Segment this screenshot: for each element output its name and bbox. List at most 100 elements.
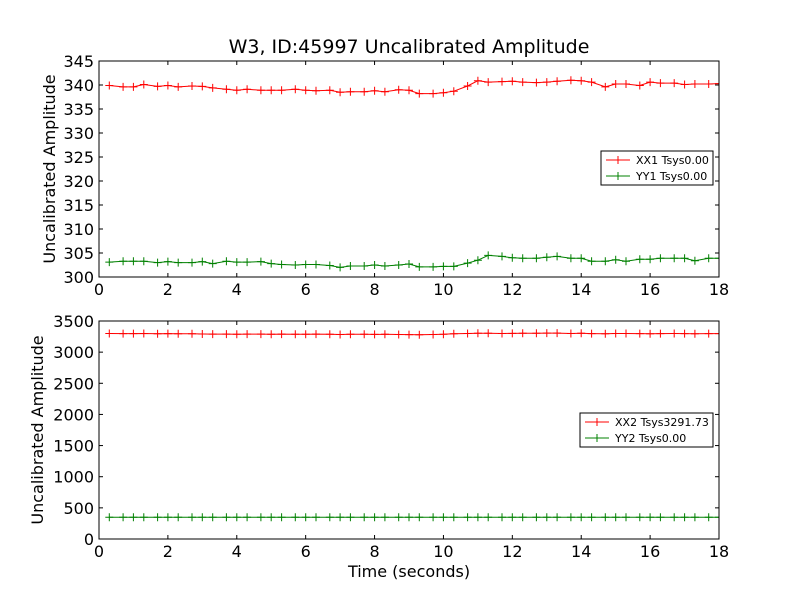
data-point-marker — [222, 513, 231, 522]
data-point-marker — [370, 86, 379, 95]
x-tick-label: 18 — [709, 542, 729, 561]
data-point-marker — [256, 330, 265, 339]
data-point-marker — [360, 513, 369, 522]
data-point-marker — [198, 82, 207, 91]
data-point-marker — [611, 80, 620, 88]
data-point-marker — [405, 513, 413, 522]
data-point-marker — [380, 513, 389, 522]
data-point-marker — [429, 330, 438, 339]
data-point-marker — [601, 329, 610, 338]
data-point-marker — [208, 259, 217, 268]
data-point-marker — [153, 82, 162, 91]
x-tick-label: 2 — [163, 280, 173, 299]
data-point-marker — [360, 262, 369, 270]
x-tick-label: 12 — [502, 542, 522, 561]
x-tick-label: 18 — [709, 280, 729, 299]
data-point-marker — [129, 329, 138, 338]
data-point-marker — [256, 257, 265, 266]
data-point-marker — [198, 257, 207, 266]
legend-box — [579, 412, 714, 448]
data-point-marker — [291, 261, 300, 269]
data-point-marker — [346, 262, 355, 270]
legend-label: YY2 Tsys0.00 — [614, 432, 686, 445]
data-point-marker — [439, 330, 448, 339]
data-point-marker — [473, 329, 482, 338]
data-point-marker — [542, 78, 551, 87]
data-point-marker — [680, 329, 689, 338]
data-point-marker — [129, 513, 138, 522]
legend: XX2 Tsys3291.73 YY2 Tsys0.00 — [579, 412, 714, 448]
data-point-marker — [129, 82, 138, 91]
data-point-marker — [163, 257, 172, 266]
data-point-marker — [577, 76, 586, 85]
data-point-marker — [635, 513, 644, 522]
data-point-marker — [188, 258, 196, 267]
plot-frame — [98, 320, 720, 540]
data-point-marker — [405, 330, 413, 339]
chart-title: W3, ID:45997 Uncalibrated Amplitude — [229, 36, 590, 58]
legend-label: XX2 Tsys3291.73 — [615, 416, 709, 429]
legend-label: XX1 Tsys0.00 — [636, 154, 709, 167]
y-tick-label: 3000 — [53, 343, 94, 362]
data-point-marker — [690, 80, 699, 88]
data-point-marker — [587, 513, 596, 522]
data-point-marker — [256, 513, 265, 522]
y-tick-label: 300 — [63, 268, 94, 287]
y-tick-label: 310 — [63, 220, 94, 239]
data-point-marker — [325, 330, 334, 339]
x-tick-label: 6 — [301, 542, 311, 561]
data-point-marker — [129, 257, 138, 266]
data-point-marker — [380, 87, 389, 96]
data-point-marker — [518, 513, 527, 522]
data-point-marker — [208, 330, 217, 339]
x-tick-label: 14 — [571, 280, 591, 299]
data-point-marker — [415, 262, 424, 271]
data-point-marker — [611, 513, 620, 522]
data-point-marker — [232, 330, 241, 339]
data-point-marker — [611, 255, 620, 264]
data-point-marker — [680, 254, 689, 263]
data-point-marker — [291, 330, 300, 339]
data-point-marker — [473, 256, 482, 265]
data-point-marker — [449, 262, 458, 271]
data-point-marker — [484, 329, 493, 338]
data-point-marker — [429, 513, 438, 522]
data-point-marker — [415, 89, 424, 98]
data-point-marker — [463, 259, 472, 268]
data-point-marker — [105, 81, 114, 90]
data-point-marker — [291, 513, 300, 522]
x-tick-label: 8 — [369, 280, 379, 299]
data-point-marker — [415, 513, 424, 522]
data-point-marker — [542, 513, 551, 522]
data-point-marker — [577, 513, 586, 522]
data-point-marker — [439, 88, 448, 97]
data-point-marker — [715, 79, 719, 88]
x-tick-label: 14 — [571, 542, 591, 561]
data-point-marker — [601, 513, 610, 522]
data-point-marker — [532, 78, 541, 87]
data-point-marker — [449, 329, 458, 338]
bottom-panel: 0 2 4 6 8 10 12 14 16 18 0 500 1000 1500 2000 2500 3000 3… — [53, 312, 729, 561]
y-tick-label: 1500 — [53, 437, 94, 456]
data-point-marker — [336, 330, 345, 339]
data-point-marker — [174, 329, 183, 338]
data-point-marker — [646, 78, 655, 87]
data-point-marker — [243, 85, 252, 94]
data-point-marker — [498, 513, 506, 522]
data-point-marker — [277, 86, 286, 95]
data-point-marker — [163, 81, 172, 90]
data-point-marker — [498, 329, 506, 338]
data-point-marker — [312, 86, 320, 95]
data-point-marker — [439, 262, 448, 271]
data-point-marker — [139, 257, 148, 266]
data-point-marker — [208, 83, 217, 92]
data-point-marker — [715, 254, 719, 263]
data-point-marker — [622, 329, 630, 338]
data-point-marker — [301, 513, 310, 522]
data-point-marker — [542, 253, 551, 262]
y-tick-label: 340 — [63, 76, 94, 95]
data-point-marker — [518, 254, 527, 263]
x-tick-label: 2 — [163, 542, 173, 561]
